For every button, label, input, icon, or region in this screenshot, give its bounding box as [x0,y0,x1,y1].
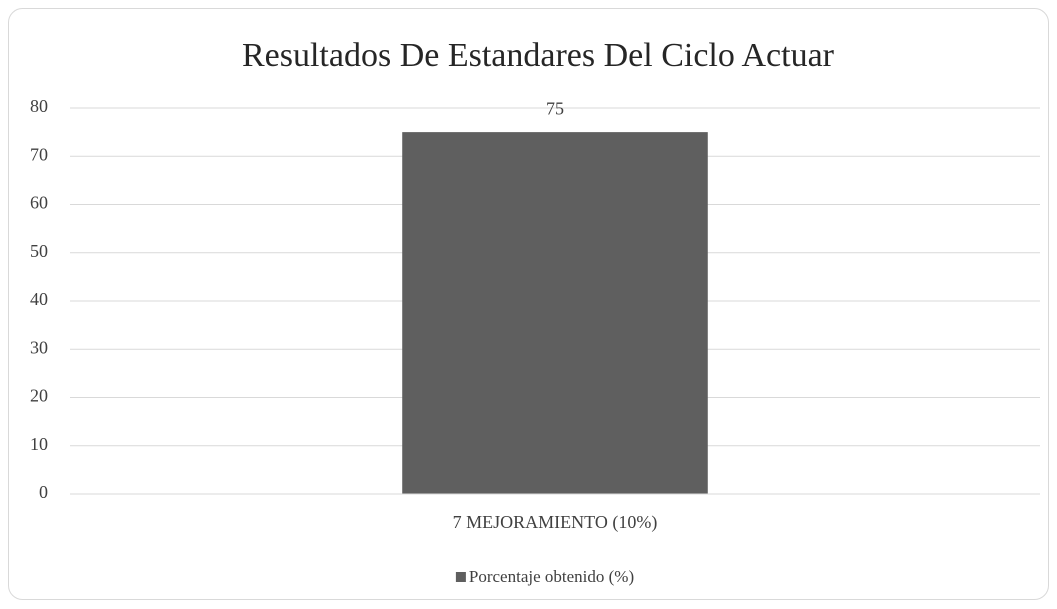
data-label: 75 [546,98,564,118]
legend-label: Porcentaje obtenido (%) [469,567,634,586]
y-tick-label: 70 [30,144,48,164]
y-tick-label: 30 [30,337,48,357]
y-tick-label: 20 [30,386,48,406]
legend-swatch [455,572,466,582]
y-tick-label: 60 [30,193,48,213]
bar [402,132,708,494]
y-tick-label: 80 [30,96,48,116]
chart-title: Resultados De Estandares Del Ciclo Actua… [242,37,835,74]
y-tick-label: 0 [39,482,48,502]
y-tick-label: 10 [30,434,48,454]
x-tick-label: 7 MEJORAMIENTO (10%) [453,512,658,533]
y-tick-label: 50 [30,241,48,261]
y-tick-label: 40 [30,289,48,309]
